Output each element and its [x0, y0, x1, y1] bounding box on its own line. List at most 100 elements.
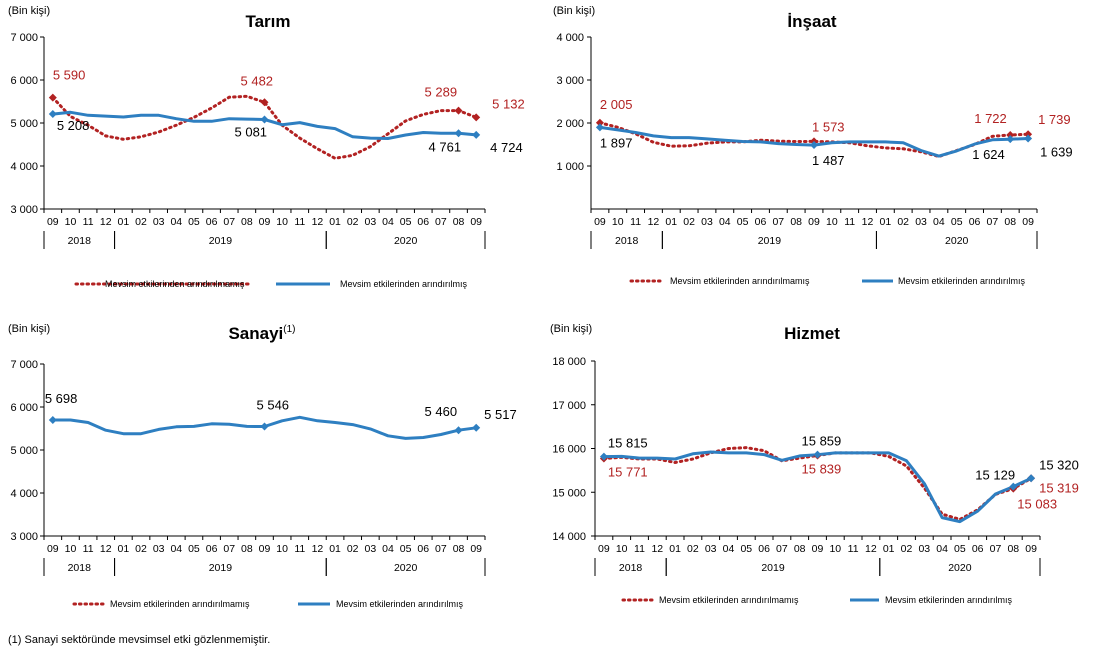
y-tick-label: 15 000: [552, 487, 586, 499]
x-tick-label: 09: [1022, 216, 1034, 228]
legend-label-adjusted: Mevsim etkilerinden arındırılmış: [340, 279, 468, 289]
data-label-adjusted: 5 208: [57, 118, 90, 133]
year-label: 2019: [209, 235, 233, 247]
x-tick-label: 03: [915, 216, 927, 228]
x-tick-label: 09: [598, 543, 610, 555]
data-label-adjusted: 15 815: [608, 436, 648, 451]
x-tick-label: 06: [206, 543, 218, 555]
x-tick-label: 03: [364, 543, 376, 555]
x-tick-label: 09: [259, 216, 271, 228]
y-tick-label: 3 000: [10, 531, 38, 543]
y-tick-label: 5 000: [10, 445, 38, 457]
x-tick-label: 02: [897, 216, 909, 228]
unit-label: (Bin kişi): [550, 323, 592, 335]
x-tick-label: 02: [135, 216, 147, 228]
legend: Mevsim etkilerinden arındırılmamış Mevsim…: [74, 279, 468, 289]
x-tick-label: 01: [665, 216, 677, 228]
x-tick-label: 03: [705, 543, 717, 555]
x-tick-label: 08: [241, 216, 253, 228]
marker-adjusted: [595, 123, 604, 132]
x-tick-label: 09: [1025, 543, 1037, 555]
x-tick-label: 04: [382, 216, 394, 228]
data-label-adjusted: 4 724: [490, 140, 523, 155]
data-label-adjusted: 15 129: [975, 468, 1015, 483]
x-tick-label: 04: [933, 216, 945, 228]
x-tick-label: 01: [118, 543, 130, 555]
data-label-unadjusted: 15 771: [608, 465, 648, 480]
data-label-adjusted: 4 761: [429, 139, 462, 154]
x-tick-label: 12: [648, 216, 660, 228]
y-tick-label: 7 000: [10, 359, 38, 371]
data-label-adjusted: 15 859: [802, 434, 842, 449]
year-label: 2018: [619, 562, 643, 574]
year-label: 2020: [394, 562, 418, 574]
x-tick-label: 02: [901, 543, 913, 555]
x-tick-label: 04: [723, 543, 735, 555]
legend: Mevsim etkilerinden arındırılmamış Mevsim…: [621, 595, 1013, 605]
legend: Mevsim etkilerinden arındırılmamış Mevsim…: [629, 276, 1026, 286]
x-tick-label: 09: [47, 216, 59, 228]
y-tick-label: 3 000: [556, 75, 584, 87]
x-tick-label: 04: [382, 543, 394, 555]
data-label-unadjusted: 15 839: [802, 462, 842, 477]
x-tick-label: 07: [435, 543, 447, 555]
x-tick-label: 04: [936, 543, 948, 555]
data-label-unadjusted: 15 083: [1017, 497, 1057, 512]
x-tick-label: 12: [865, 543, 877, 555]
year-label: 2020: [948, 562, 972, 574]
data-label-unadjusted: 5 590: [53, 68, 86, 83]
legend-label-adjusted: Mevsim etkilerinden arındırılmış: [898, 276, 1026, 286]
year-label: 2018: [68, 235, 92, 247]
x-tick-label: 06: [417, 216, 429, 228]
y-tick-label: 5 000: [10, 118, 38, 130]
x-tick-label: 05: [400, 543, 412, 555]
x-tick-label: 11: [844, 216, 855, 228]
marker-unadjusted: [1006, 130, 1015, 139]
x-tick-label: 03: [364, 216, 376, 228]
x-tick-label: 05: [951, 216, 963, 228]
x-tick-label: 05: [188, 543, 200, 555]
chart-title: Tarım: [245, 12, 290, 31]
data-label-adjusted: 15 320: [1039, 457, 1079, 472]
x-tick-label: 06: [206, 216, 218, 228]
x-tick-label: 11: [848, 543, 859, 555]
marker-unadjusted: [260, 98, 269, 107]
data-label-unadjusted: 1 739: [1038, 112, 1071, 127]
unit-label: (Bin kişi): [553, 5, 595, 17]
x-tick-label: 10: [616, 543, 628, 555]
x-tick-label: 03: [153, 543, 165, 555]
x-tick-label: 08: [790, 216, 802, 228]
x-tick-label: 12: [100, 216, 112, 228]
chart-panel-sanayi: (Bin kişi) Sanayi(1) 3 000 4 000 5 000 6 000 7…: [8, 323, 517, 609]
x-tick-label: 02: [687, 543, 699, 555]
x-tick-label: 05: [400, 216, 412, 228]
x-tick-label: 11: [634, 543, 645, 555]
data-label-unadjusted: 1 573: [812, 119, 845, 134]
x-tick-label: 07: [435, 216, 447, 228]
legend-label-unadjusted: Mevsim etkilerinden arındırılmamış: [110, 599, 250, 609]
x-tick-label: 10: [65, 543, 77, 555]
x-tick-label: 04: [170, 216, 182, 228]
x-tick-label: 09: [259, 543, 271, 555]
data-label-adjusted: 5 517: [484, 407, 517, 422]
data-label-adjusted: 1 487: [812, 153, 845, 168]
x-tick-label: 03: [918, 543, 930, 555]
x-tick-label: 09: [812, 543, 824, 555]
chart-title: Hizmet: [784, 324, 840, 343]
x-tick-label: 09: [594, 216, 606, 228]
y-tick-label: 2 000: [556, 118, 584, 130]
data-label-adjusted: 5 460: [425, 404, 458, 419]
x-tick-label: 08: [453, 543, 465, 555]
marker-adjusted: [260, 115, 269, 124]
data-label-unadjusted: 15 319: [1039, 480, 1079, 495]
x-tick-label: 01: [329, 543, 341, 555]
x-tick-label: 07: [223, 216, 235, 228]
x-tick-label: 07: [772, 216, 784, 228]
y-tick-label: 7 000: [10, 32, 38, 44]
x-tick-label: 02: [135, 543, 147, 555]
marker-adjusted: [1024, 134, 1033, 143]
chart-panel-tarim: (Bin kişi) Tarım 3 000 4 000 5 000 6 000 7 000…: [8, 5, 525, 289]
marker-adjusted: [810, 141, 818, 150]
marker-adjusted: [48, 110, 57, 119]
legend: Mevsim etkilerinden arındırılmamış Mevsim…: [72, 599, 464, 609]
